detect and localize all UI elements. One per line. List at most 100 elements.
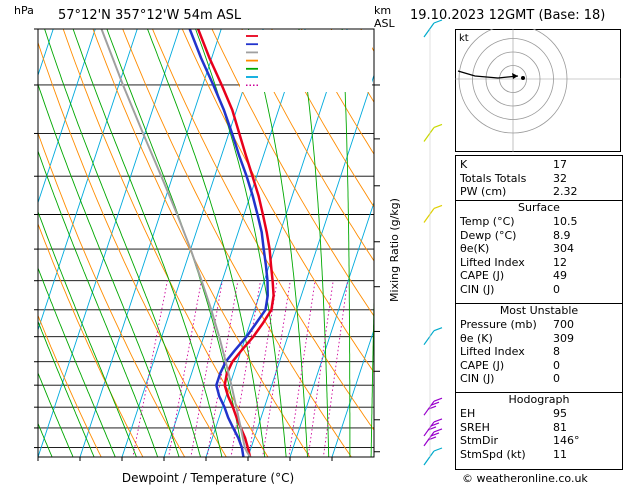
temperature-axis: [37, 457, 333, 461]
index-row: K 17: [460, 158, 622, 171]
temperature-line: [196, 29, 275, 457]
wet-adiabat-line: [38, 266, 116, 457]
stat-label: CIN (J): [460, 282, 495, 296]
stat-label: K: [460, 158, 468, 171]
stat-value: 2.32: [553, 185, 578, 198]
wind-barb-staff: [423, 450, 435, 466]
stat-label: Temp (°C): [460, 215, 515, 228]
surface-row: Dewp (°C) 8.9: [460, 229, 622, 242]
stat-label: CIN (J): [460, 372, 495, 385]
stat-value: 49: [553, 269, 567, 282]
hodograph-stats-row: StmDir 146°: [460, 434, 622, 447]
wind-barb-flag: [430, 401, 440, 406]
stat-value: 95: [553, 407, 567, 420]
most-unstable-row: θe (K) 309: [460, 332, 622, 345]
stat-value: 12: [553, 255, 567, 269]
mixing-ratio-line: [288, 280, 316, 457]
surface-row: θe(K) 304: [460, 242, 622, 255]
stat-value: 0: [553, 282, 560, 296]
isotherm-line: [79, 29, 222, 457]
height-axis: [374, 84, 380, 453]
wind-barb-flag: [427, 405, 437, 410]
x-axis-label: Dewpoint / Temperature (°C): [122, 471, 294, 485]
most-unstable-title: Most Unstable: [499, 304, 579, 317]
stat-value: 17: [553, 158, 567, 171]
pressure-axis: [34, 28, 38, 449]
stat-label: SREH: [460, 420, 490, 434]
hodograph-stats-divider: [456, 392, 622, 393]
wet-adiabat-line: [38, 83, 180, 457]
mixing-ratio-line: [322, 280, 349, 457]
stat-label: Totals Totals: [460, 171, 527, 185]
wet-adiabat-line: [147, 29, 266, 457]
stat-label: Pressure (mb): [460, 318, 537, 331]
mixing-ratio-axis-label: Mixing Ratio (g/kg): [388, 198, 401, 302]
wind-barb-staff: [423, 208, 435, 223]
wet-adiabat-line: [44, 29, 201, 457]
wind-barb-flag: [430, 432, 440, 437]
wind-barb-staff: [423, 127, 435, 142]
parcel-trajectory-line: [100, 29, 251, 457]
hodograph-stats-row: StmSpd (kt) 11: [460, 448, 622, 461]
stat-value: 304: [553, 242, 574, 255]
mixing-ratio-line: [248, 280, 278, 457]
stat-value: 10.5: [553, 215, 578, 228]
wet-adiabat-line: [195, 29, 287, 457]
hodograph-rings: [455, 29, 621, 152]
wind-barb-flag: [433, 327, 443, 332]
mixing-ratio-line: [190, 280, 223, 457]
stat-value: 700: [553, 318, 574, 331]
stat-value: 0: [553, 358, 560, 372]
hodograph-line: [457, 70, 519, 79]
index-row: Totals Totals 32: [460, 172, 622, 185]
mixing-ratio-line: [262, 280, 291, 457]
wind-barb-flag: [433, 397, 443, 402]
copyright-footer: © weatheronline.co.uk: [462, 472, 588, 485]
dry-adiabat-line: [211, 29, 374, 317]
asl-label: ASL: [374, 17, 395, 30]
stat-label: StmSpd (kt): [460, 447, 526, 461]
wet-adiabat-line: [38, 371, 74, 457]
dry-adiabat-line: [181, 29, 374, 374]
wind-barb-flag: [433, 428, 443, 433]
stat-value: 11: [553, 447, 567, 461]
location-label: 57°12'N 357°12'W 54m ASL: [58, 8, 242, 23]
stat-value: 0: [553, 372, 560, 385]
wet-adiabat-line: [298, 29, 330, 457]
most-unstable-row: Lifted Index 8: [460, 345, 622, 358]
storm-motion-marker: [521, 76, 525, 80]
hodograph-arrow: [512, 73, 518, 79]
wet-adiabat-line: [38, 320, 95, 457]
wet-adiabat-line: [38, 210, 137, 457]
datetime-label: 19.10.2023 12GMT (Base: 18): [410, 8, 606, 23]
isotherm-line: [38, 29, 96, 204]
hodograph-unit: kt: [459, 33, 469, 44]
surface-row: Lifted Index 12: [460, 256, 622, 269]
wet-adiabat-line: [341, 29, 351, 457]
stat-label: θe(K): [460, 242, 490, 255]
most-unstable-row: CAPE (J) 0: [460, 359, 622, 372]
wind-barb-flag: [427, 426, 437, 431]
stat-value: 32: [553, 171, 567, 185]
wind-barb-staff: [423, 22, 435, 38]
wet-adiabat-line: [38, 149, 159, 457]
wind-barb-flag: [433, 123, 443, 129]
wind-barb-flag: [427, 436, 437, 441]
most-unstable-row: CIN (J) 0: [460, 372, 622, 385]
isotherm-line: [38, 29, 138, 332]
most-unstable-divider: [456, 303, 622, 304]
wind-barb-flag: [433, 204, 443, 210]
dry-adiabat-line: [300, 29, 374, 155]
surface-row: Temp (°C) 10.5: [460, 215, 622, 228]
stat-value: 8: [553, 345, 560, 358]
legend-background: [240, 30, 372, 92]
legend: [240, 30, 372, 92]
stat-value: 309: [553, 331, 574, 345]
stat-label: EH: [460, 407, 476, 420]
hodograph-trace: [457, 70, 525, 80]
hodograph-stats-title: Hodograph: [508, 393, 570, 406]
wet-adiabat-line: [38, 422, 53, 457]
dry-adiabat-line: [38, 41, 227, 457]
stat-label: CAPE (J): [460, 269, 505, 282]
most-unstable-row: Pressure (mb) 700: [460, 318, 622, 331]
